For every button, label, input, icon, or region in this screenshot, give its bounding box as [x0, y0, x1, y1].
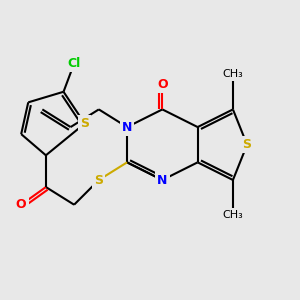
Text: N: N — [157, 173, 167, 187]
Text: O: O — [157, 78, 168, 91]
Text: CH₃: CH₃ — [223, 69, 243, 80]
Text: S: S — [80, 117, 89, 130]
Text: Cl: Cl — [68, 57, 81, 70]
Text: O: O — [16, 198, 26, 211]
Text: S: S — [243, 138, 252, 151]
Text: CH₃: CH₃ — [223, 210, 243, 220]
Text: N: N — [122, 121, 132, 134]
Text: S: S — [94, 173, 103, 187]
